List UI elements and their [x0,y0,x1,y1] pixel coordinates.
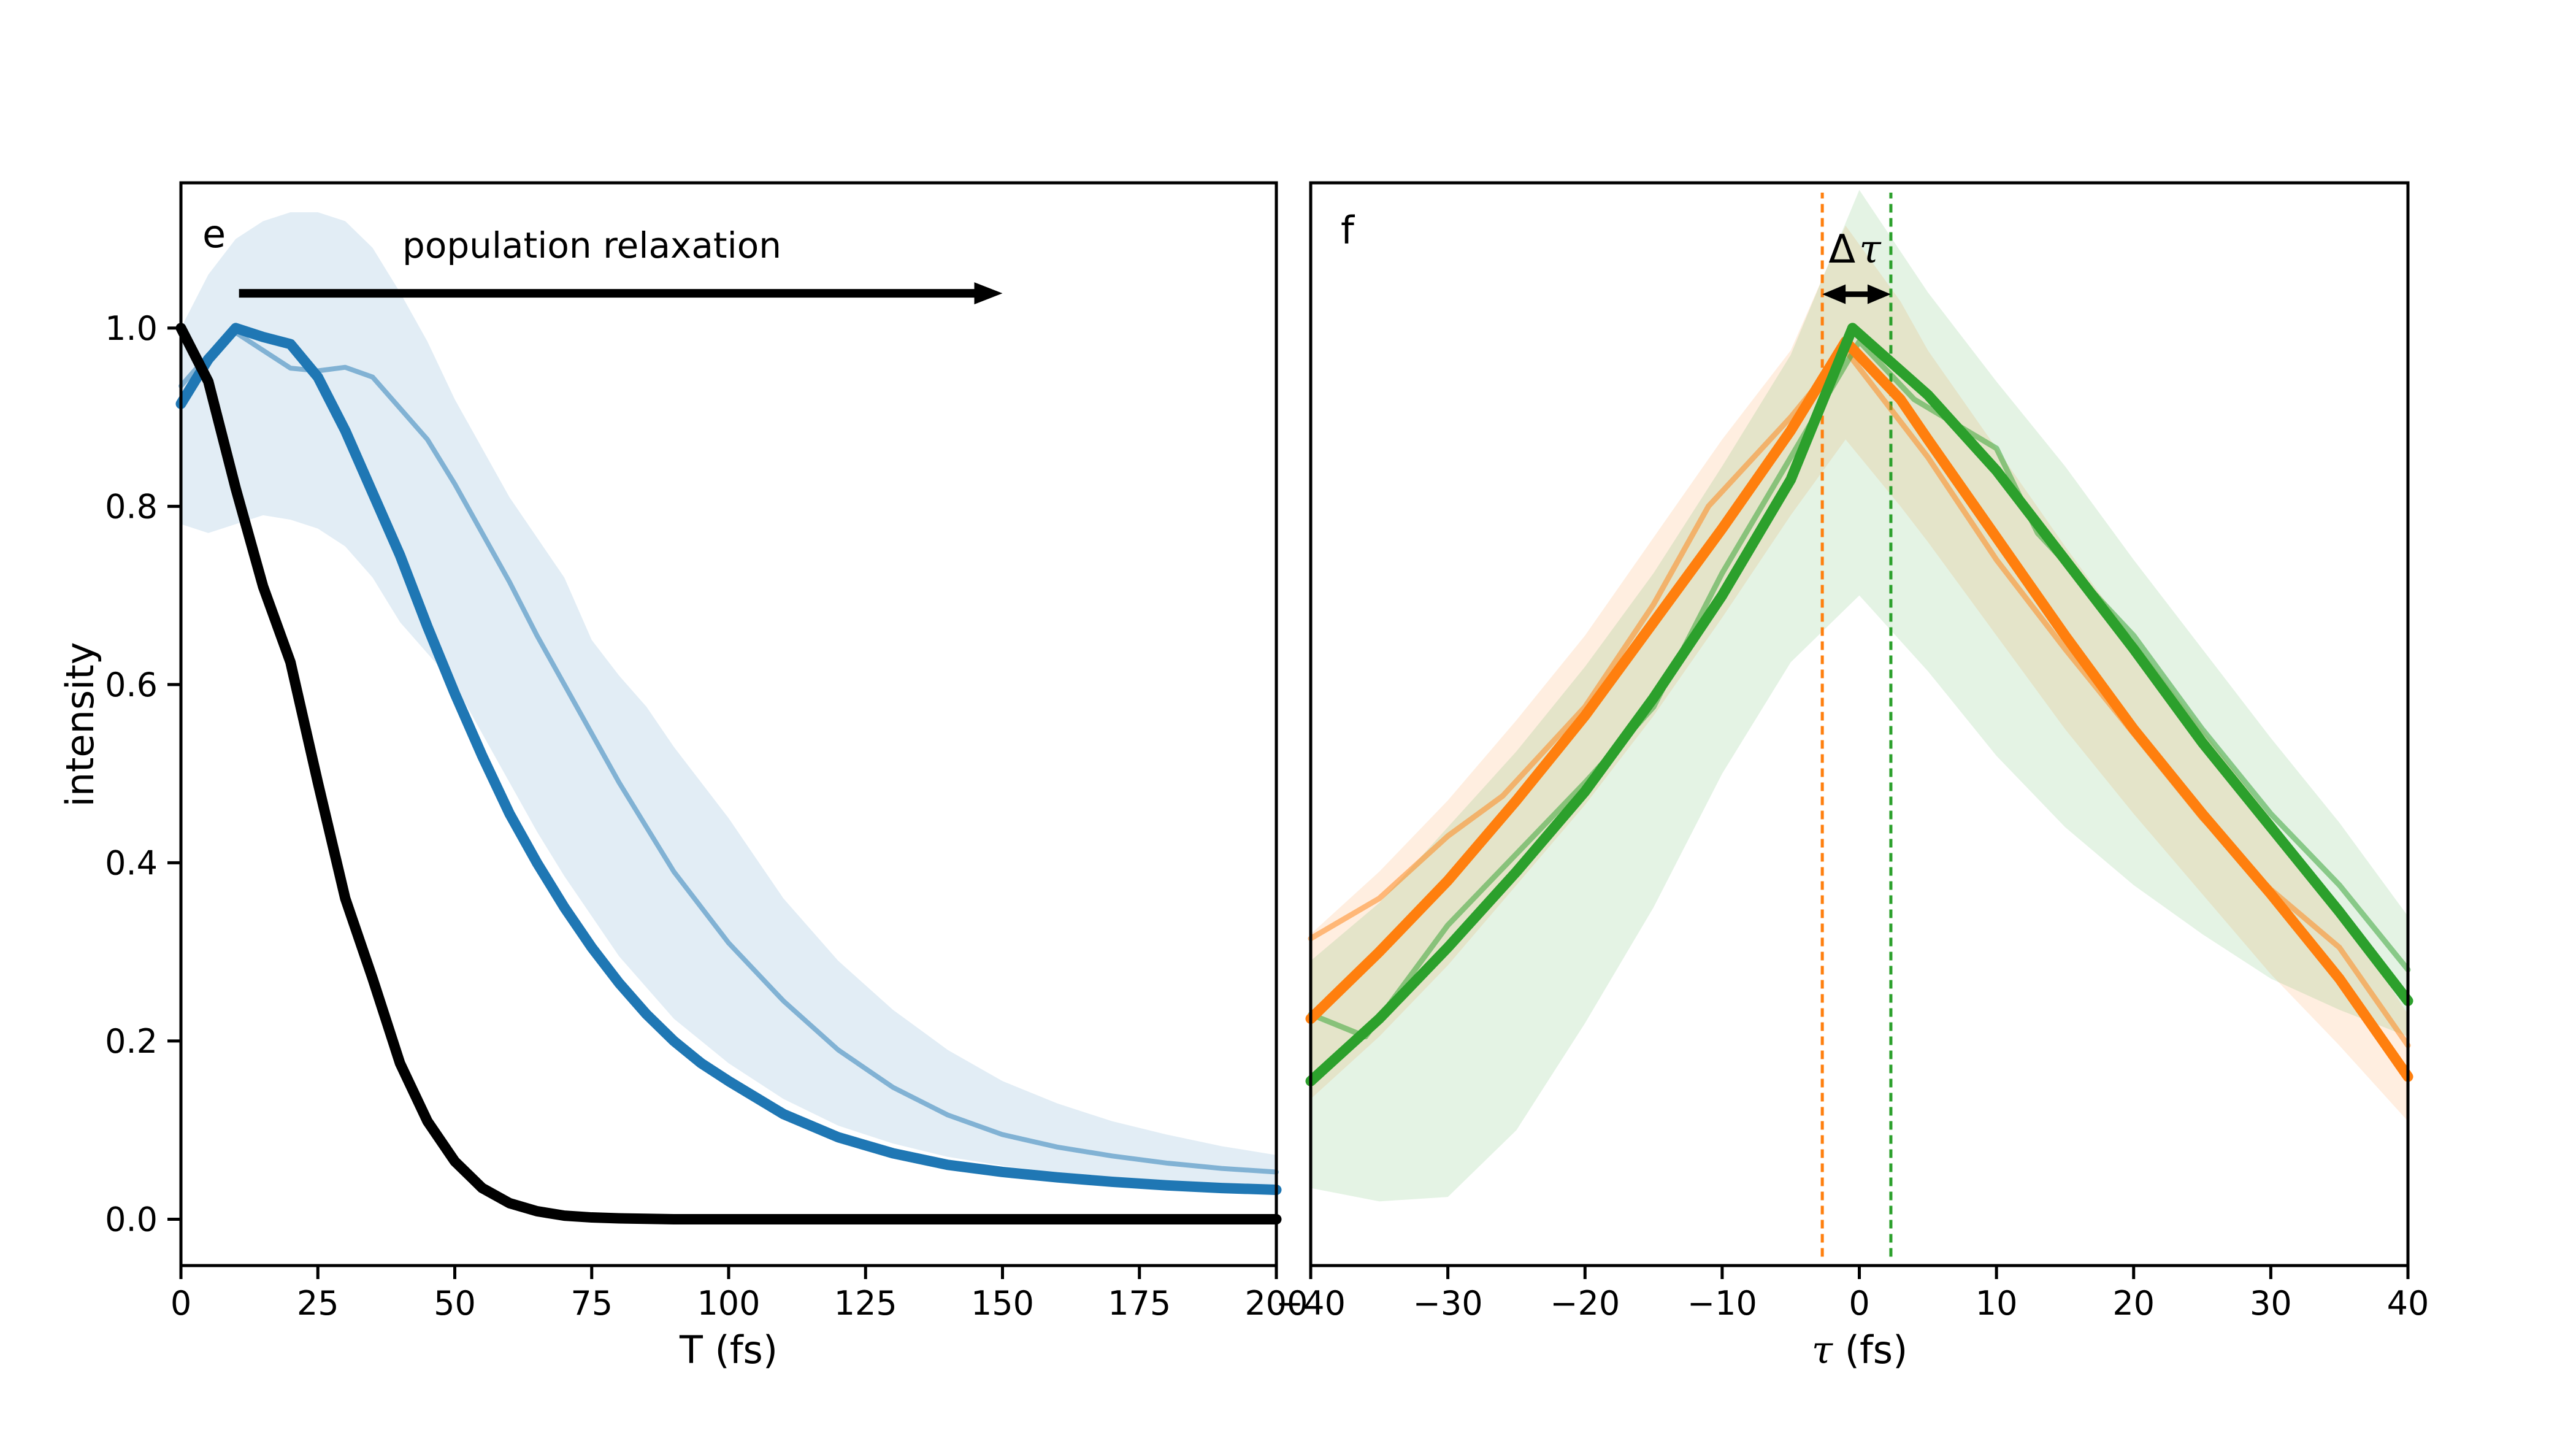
delta-tau-arrow-head-left [1822,284,1846,304]
x-tick-label: 175 [1108,1284,1171,1323]
tau-symbol: τ [1859,227,1882,272]
thin-green-curve [1308,339,2411,1040]
y-tick-label: 0.8 [105,487,158,526]
delta-tau-annotation-label: Δτ [1828,227,1882,272]
x-tick-label: −20 [1550,1284,1620,1323]
x-tick-label: 200 [1244,1284,1308,1323]
y-tick-label: 0.2 [105,1022,158,1061]
green-confidence-band [1311,190,2408,1202]
black-reference-curve [175,323,1282,1224]
blue-confidence-band [181,212,1276,1190]
x-tick-label: −10 [1687,1284,1757,1323]
panel-e: 0 25 50 75 100 125 150 175 200 0.0 0.2 0.4 0.6 0.8 1.0… [58,181,1308,1372]
x-tick-label: 0 [1849,1284,1869,1323]
panel-f-x-axis-label: τ (fs) [1812,1328,1908,1372]
x-tick-label: 50 [434,1284,476,1323]
y-tick-label: 0.4 [105,844,158,882]
x-tick-label: 0 [171,1284,191,1323]
panel-e-letter: e [202,212,226,256]
panel-e-y-axis-label: intensity [58,642,102,807]
delta-symbol: Δ [1828,227,1855,272]
x-tick-label: 150 [971,1284,1034,1323]
relaxation-arrow-head-right [974,282,1003,305]
thick-blue-curve [175,323,1282,1196]
x-tick-label: 30 [2250,1284,2292,1323]
x-tick-label: 40 [2387,1284,2429,1323]
y-tick-label: 0.6 [105,666,158,704]
panel-f: −40 −30 −20 −10 0 10 20 30 40 f Δτ τ (fs) [1276,181,2429,1372]
delta-tau-arrow-head-right [1867,284,1891,304]
panel-e-x-axis-label: T (fs) [679,1328,778,1372]
y-tick-label: 0.0 [105,1200,158,1239]
x-tick-label: −40 [1276,1284,1346,1323]
x-tick-label: 75 [570,1284,613,1323]
x-tick-label: 10 [1976,1284,2018,1323]
orange-mean-curve [1305,336,2413,1082]
x-tick-label: −30 [1413,1284,1483,1323]
tau-axis-unit: (fs) [1833,1328,1907,1372]
orange-confidence-band [1311,225,2408,1121]
x-tick-label: 125 [834,1284,897,1323]
x-tick-label: 100 [697,1284,760,1323]
y-tick-label: 1.0 [105,309,158,348]
x-tick-label: 20 [2112,1284,2155,1323]
x-tick-label: 25 [297,1284,339,1323]
tau-axis-symbol: τ [1812,1328,1834,1372]
panel-f-letter: f [1341,208,1355,253]
relaxation-annotation-label: population relaxation [402,225,781,266]
green-mean-curve [1305,323,2413,1086]
